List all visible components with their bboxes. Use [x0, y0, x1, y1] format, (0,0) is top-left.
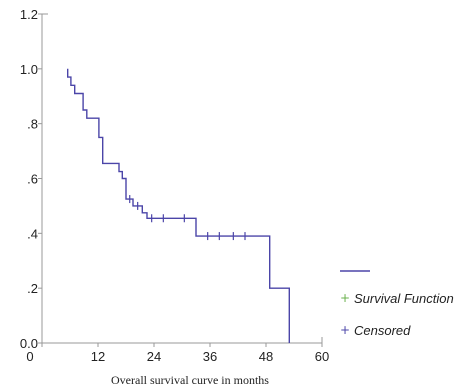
plot-area	[66, 68, 290, 343]
x-tick-label: 36	[203, 349, 217, 364]
survival-curve-line	[66, 68, 290, 343]
y-ticks: 0.0 .2 .4 .6 .8 1.0 1.2	[20, 7, 42, 351]
y-tick-label: 1.0	[20, 62, 38, 77]
y-tick-label: .8	[27, 117, 38, 132]
x-tick-label: 60	[315, 349, 329, 364]
legend-survival-label: Survival Function	[354, 291, 454, 306]
legend-censored-marker: +	[340, 323, 350, 337]
y-tick-label: .4	[27, 226, 38, 241]
x-tick-label: 24	[147, 349, 161, 364]
y-tick-label: .2	[27, 281, 38, 296]
legend-censored-label: Censored	[354, 323, 411, 338]
x-axis-label: Overall survival curve in months	[111, 373, 269, 387]
legend-survival-marker: +	[340, 291, 350, 305]
x-tick-label: 48	[259, 349, 273, 364]
legend: + Survival Function + Censored	[340, 270, 454, 338]
y-tick-label: .6	[27, 172, 38, 187]
axes	[41, 13, 323, 344]
x-tick-label: 12	[91, 349, 105, 364]
y-tick-label: 0.0	[20, 336, 38, 351]
x-tick-label: 0	[26, 349, 33, 364]
y-tick-label: 1.2	[20, 7, 38, 22]
x-ticks: 0 12 24 36 48 60	[26, 343, 329, 364]
